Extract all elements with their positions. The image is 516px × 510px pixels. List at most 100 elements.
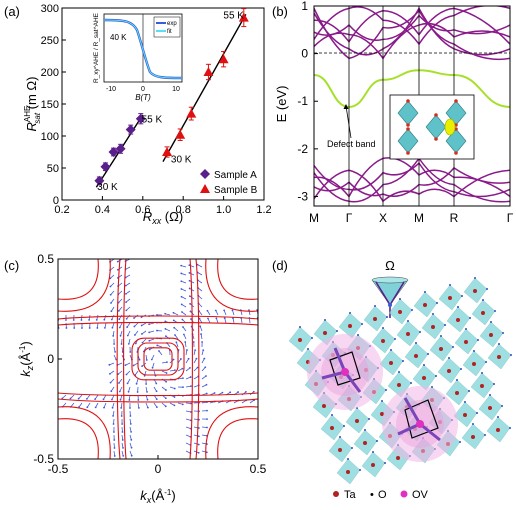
berry-arrow-head: [127, 390, 130, 393]
legend-triangle-icon: [200, 184, 210, 193]
a-ytick-label: 100: [41, 131, 59, 143]
panel-b: (b) 1 0 -1 -2 -3 M Γ X M R Γ E (eV) Defect band: [272, 0, 514, 225]
berry-arrow-head: [114, 350, 117, 353]
o-atom: [493, 383, 495, 385]
o-atom: [364, 429, 366, 431]
berry-arrow-head: [124, 292, 127, 295]
berry-arrow-head: [85, 397, 88, 400]
berry-arrow-head: [198, 460, 200, 462]
berry-arrow-head: [245, 390, 247, 393]
berry-arrow: [122, 458, 123, 459]
o-atom: [339, 436, 341, 438]
b-ytick-label: 0: [301, 47, 308, 61]
berry-arrow-head: [145, 359, 148, 361]
berry-arrow-head: [110, 318, 113, 321]
a-point-sample-a: [108, 147, 119, 157]
o-atom: [459, 441, 461, 443]
berry-arrow-head: [136, 391, 139, 393]
legend-o: O: [378, 489, 387, 501]
defect-arrow-head-icon: [343, 104, 349, 109]
a-xtick-label: 1.0: [216, 204, 231, 216]
berry-arrow-head: [180, 358, 182, 360]
berry-arrow-head: [180, 288, 183, 290]
berry-arrow-head: [188, 279, 191, 282]
a-annotation: 30 K: [171, 154, 192, 165]
berry-arrow-head: [205, 383, 208, 386]
berry-arrow-head: [110, 390, 113, 393]
berry-arrow-head: [111, 406, 114, 409]
ta-atom: [322, 404, 326, 408]
berry-arrow-head: [223, 317, 226, 320]
berry-arrow-head: [223, 309, 226, 312]
berry-arrow-head: [124, 284, 127, 287]
legend-ov: OV: [412, 489, 429, 501]
berry-arrow-head: [141, 333, 143, 335]
berry-arrow-head: [199, 325, 202, 328]
berry-arrow-head: [182, 377, 184, 380]
ta-atom: [472, 362, 476, 366]
o-atom: [398, 371, 400, 373]
ta-atom: [480, 384, 484, 388]
panel-b-ylabel: E (eV): [274, 86, 289, 123]
o-atom: [407, 320, 409, 322]
fermi-contour: [58, 392, 258, 397]
berry-arrow-head: [173, 387, 176, 390]
berry-arrow-head: [54, 406, 56, 408]
berry-arrow-head: [133, 317, 135, 319]
berry-arrow-head: [146, 398, 149, 401]
berry-arrow-head: [114, 463, 116, 465]
berry-arrow-head: [214, 309, 217, 312]
defect-band-label: Defect band: [327, 139, 376, 149]
panel-a-label: (a): [4, 4, 20, 19]
berry-arrow-head: [122, 463, 124, 465]
o-atom: [510, 354, 512, 356]
berry-arrow-head: [192, 341, 195, 343]
berry-arrow-head: [148, 348, 151, 351]
berry-arrow-head: [150, 358, 153, 361]
berry-arrow-head: [173, 396, 176, 398]
berry-arrow-head: [120, 407, 123, 409]
ta-atom: [423, 303, 427, 307]
berry-arrow-head: [181, 318, 184, 321]
ov-dot-icon: [400, 490, 408, 498]
o-atom: [435, 375, 437, 377]
berry-arrow-head: [65, 327, 68, 329]
omega-cone-icon: [371, 276, 409, 318]
fermi-contour: [58, 259, 99, 300]
o-atom: [434, 137, 438, 141]
berry-arrow-head: [164, 335, 167, 338]
fermi-contour: [205, 406, 258, 459]
o-atom: [372, 451, 374, 453]
berry-arrow-head: [180, 303, 183, 306]
vacancy-cluster-1: [321, 347, 362, 393]
berry-arrow-head: [103, 318, 106, 321]
berry-arrow-head: [141, 341, 144, 344]
ta-atom: [371, 463, 375, 467]
ta-atom: [406, 332, 410, 336]
o-atom: [386, 316, 388, 318]
o-atom: [357, 334, 359, 336]
o-atom: [402, 360, 404, 362]
o-atom: [452, 346, 454, 348]
o-atom: [368, 418, 370, 420]
o-atom: [424, 291, 426, 293]
berry-arrow-head: [113, 343, 115, 345]
berry-arrow-head: [206, 309, 209, 312]
berry-arrow-head: [88, 319, 91, 321]
berry-arrow-head: [113, 431, 115, 433]
berry-arrow-head: [131, 463, 133, 465]
berry-arrow: [257, 394, 258, 395]
a-xtick-label: 0.6: [135, 204, 150, 216]
berry-arrow-head: [261, 391, 263, 393]
ta-atom: [481, 311, 485, 315]
o-atom: [406, 151, 410, 155]
o-atom: [411, 309, 413, 311]
a-point-sample-b: [218, 54, 229, 64]
ta-atom: [471, 435, 475, 439]
o-atom: [331, 414, 333, 416]
panel-d-label: (d): [272, 258, 288, 273]
berry-arrow-head: [200, 333, 202, 335]
ta-atom: [463, 413, 467, 417]
ta-atom: [448, 296, 452, 300]
